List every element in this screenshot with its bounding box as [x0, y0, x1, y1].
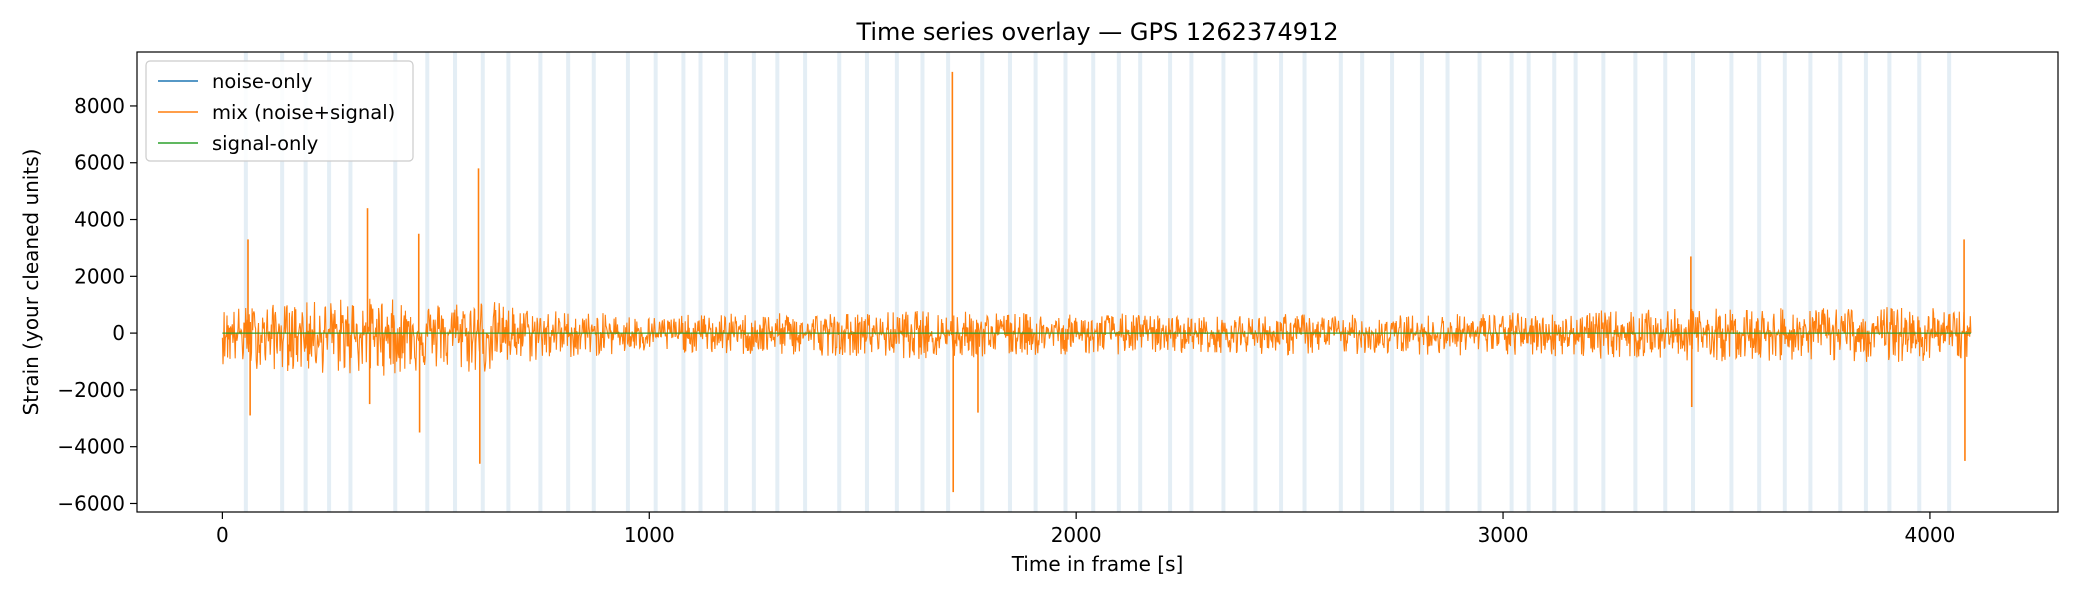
shaded-band — [538, 52, 543, 512]
x-axis: 0 1000 2000 3000 4000 — [216, 512, 1955, 547]
shaded-band — [653, 52, 658, 512]
shaded-band — [775, 52, 780, 512]
shaded-band — [1279, 52, 1284, 512]
shaded-band — [1189, 52, 1194, 512]
y-tick-label: 4000 — [74, 208, 125, 232]
shaded-band — [1477, 52, 1482, 512]
y-tick-label: −4000 — [57, 435, 125, 459]
y-tick-label: 2000 — [74, 264, 125, 288]
shaded-band — [303, 52, 308, 512]
shaded-band — [1138, 52, 1143, 512]
shaded-band — [1887, 52, 1892, 512]
shaded-band — [1601, 52, 1606, 512]
shaded-band — [591, 52, 596, 512]
mix-series-line — [221, 298, 1972, 376]
shaded-band — [1808, 52, 1813, 512]
shaded-band — [1552, 52, 1557, 512]
y-tick-label: 6000 — [74, 151, 125, 175]
shaded-band — [1729, 52, 1734, 512]
shaded-band — [1573, 52, 1578, 512]
shaded-band — [1033, 52, 1038, 512]
shaded-band — [453, 52, 458, 512]
shaded-band — [894, 52, 899, 512]
shaded-band — [698, 52, 703, 512]
legend-entry: signal-only — [212, 132, 318, 155]
shaded-bands — [243, 52, 1952, 512]
shaded-band — [1168, 52, 1173, 512]
chart-title: Time series overlay — GPS 1262374912 — [855, 18, 1338, 46]
shaded-band — [625, 52, 630, 512]
shaded-band — [1253, 52, 1258, 512]
x-tick-label: 2000 — [1051, 523, 1102, 547]
shaded-band — [724, 52, 729, 512]
shaded-band — [1633, 52, 1638, 512]
x-tick-label: 4000 — [1904, 523, 1955, 547]
x-tick-label: 3000 — [1478, 523, 1529, 547]
x-tick-label: 1000 — [624, 523, 675, 547]
shaded-band — [1863, 52, 1868, 512]
y-axis-label: Strain (your cleaned units) — [19, 149, 43, 416]
x-tick-label: 0 — [216, 523, 229, 547]
y-tick-label: 0 — [112, 321, 125, 345]
shaded-band — [1338, 52, 1343, 512]
shaded-band — [1757, 52, 1762, 512]
shaded-band — [1221, 52, 1226, 512]
shaded-band — [1917, 52, 1922, 512]
shaded-band — [506, 52, 511, 512]
shaded-band — [327, 52, 332, 512]
plot-area-frame — [136, 51, 2059, 513]
x-axis-label: Time in frame [s] — [1011, 552, 1184, 576]
shaded-band — [837, 52, 842, 512]
legend-entry: noise-only — [212, 70, 313, 93]
shaded-band — [1091, 52, 1096, 512]
series-mix — [221, 71, 1972, 493]
shaded-band — [803, 52, 808, 512]
shaded-band — [1838, 52, 1843, 512]
shaded-band — [864, 52, 869, 512]
shaded-band — [1663, 52, 1668, 512]
y-tick-label: 8000 — [74, 94, 125, 118]
shaded-band — [946, 52, 951, 512]
shaded-band — [480, 52, 485, 512]
y-axis: −6000 −4000 −2000 0 2000 4000 6000 8000 — [57, 94, 137, 515]
shaded-band — [920, 52, 925, 512]
shaded-band — [1782, 52, 1787, 512]
shaded-band — [751, 52, 756, 512]
shaded-band — [1390, 52, 1395, 512]
y-tick-label: −2000 — [57, 378, 125, 402]
shaded-band — [1526, 52, 1531, 512]
shaded-band — [681, 52, 686, 512]
shaded-band — [425, 52, 430, 512]
shaded-band — [1445, 52, 1450, 512]
y-tick-label: −6000 — [57, 491, 125, 515]
shaded-band — [1007, 52, 1012, 512]
shaded-band — [393, 52, 398, 512]
shaded-band — [1116, 52, 1121, 512]
shaded-band — [348, 52, 353, 512]
shaded-band — [280, 52, 285, 512]
shaded-band — [1302, 52, 1307, 512]
shaded-band — [1063, 52, 1068, 512]
shaded-band — [1509, 52, 1514, 512]
shaded-band — [566, 52, 571, 512]
legend-box — [145, 60, 414, 162]
shaded-band — [1691, 52, 1696, 512]
shaded-band — [1947, 52, 1952, 512]
legend-entry: mix (noise+signal) — [212, 101, 395, 124]
shaded-band — [243, 52, 248, 512]
shaded-band — [980, 52, 985, 512]
shaded-band — [1419, 52, 1424, 512]
shaded-band — [1360, 52, 1365, 512]
legend: noise-only mix (noise+signal) signal-only — [145, 60, 414, 162]
